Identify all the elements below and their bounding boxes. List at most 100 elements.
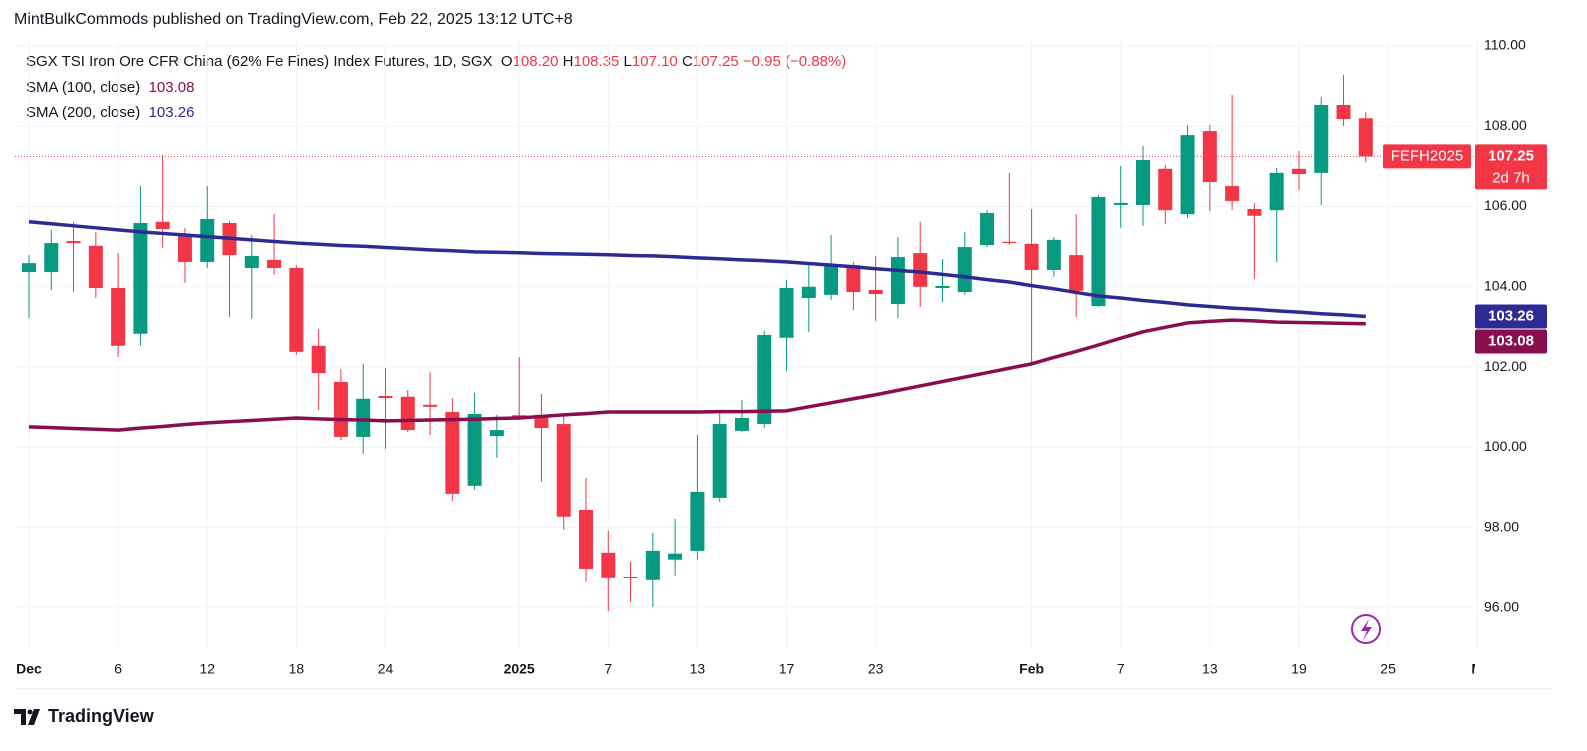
x-tick-label: M xyxy=(1471,661,1483,677)
candle-body xyxy=(801,286,816,299)
candle-body xyxy=(267,259,282,268)
candle-body xyxy=(601,552,616,578)
price-badge xyxy=(1475,144,1547,190)
sma-badge xyxy=(1475,329,1547,354)
candle-body xyxy=(1336,105,1351,120)
candle-body xyxy=(400,396,415,431)
candle-body xyxy=(512,415,527,417)
candle-body xyxy=(1247,208,1262,216)
candle-body xyxy=(200,218,215,262)
ohlc-key: H xyxy=(562,53,574,70)
y-tick-label: 110.00 xyxy=(1484,37,1526,53)
sma-name: SMA (200, close) xyxy=(26,104,141,121)
countdown-label: 2d 7h xyxy=(1492,169,1530,186)
logo xyxy=(14,709,40,725)
legend-sma100: SMA (100, close) 103.08 xyxy=(26,79,194,96)
candle-body xyxy=(579,509,593,569)
candle-body xyxy=(289,267,304,352)
candle-body xyxy=(1024,243,1039,270)
candle-body xyxy=(378,395,393,398)
candle-body xyxy=(467,414,482,486)
candle-body xyxy=(1291,168,1306,175)
x-tick-label: 2025 xyxy=(504,661,535,677)
candle-body xyxy=(734,418,749,431)
replay-icon xyxy=(1351,614,1381,644)
x-tick-label: 17 xyxy=(779,661,795,677)
x-tick-label: 6 xyxy=(114,661,122,677)
candle-body xyxy=(1202,131,1217,183)
sma-badge-label: 103.08 xyxy=(1488,332,1534,349)
ohlc-value: 107.10 xyxy=(631,53,678,70)
x-tick-label: Dec xyxy=(16,661,42,677)
symbol-label: FEFH2025 xyxy=(1391,147,1464,164)
candle-body xyxy=(489,430,504,437)
candle-body xyxy=(757,334,772,425)
sma-value: 103.08 xyxy=(148,79,195,96)
x-tick-label: 19 xyxy=(1291,661,1307,677)
candle-body xyxy=(1269,172,1284,211)
candle-body xyxy=(779,288,794,338)
marks xyxy=(22,74,1373,612)
candle-body xyxy=(445,412,460,494)
y-tick-label: 98.00 xyxy=(1484,518,1519,534)
candle-body xyxy=(133,223,148,334)
y-tick-label: 102.00 xyxy=(1484,358,1527,374)
grid xyxy=(15,40,1478,650)
price-label: 107.25 xyxy=(1488,147,1534,164)
candle-body xyxy=(1091,196,1106,307)
x-tick-label: 23 xyxy=(868,661,884,677)
candle-body xyxy=(890,257,905,305)
brand: TradingView xyxy=(48,706,154,726)
ohlc-values: O108.20 H108.35 L107.10 C107.25 xyxy=(501,53,743,70)
axis: Dec 6 12 18 24 2025 7 13 17 23 Feb 7 13 19 25 M xyxy=(16,661,1483,677)
candle-body xyxy=(177,235,192,262)
candle-body xyxy=(846,265,861,293)
y-tick-label: 96.00 xyxy=(1484,599,1519,615)
candle-body xyxy=(1314,105,1329,173)
ohlc-key: L xyxy=(623,53,632,70)
candle-body xyxy=(645,550,660,580)
candle-body xyxy=(824,265,839,295)
legend-sma200: SMA (200, close) 103.26 xyxy=(26,104,194,121)
x-tick-label: 18 xyxy=(289,661,305,677)
ohlc-value: 107.25 xyxy=(692,53,739,70)
candle-body xyxy=(868,290,883,295)
candle-body xyxy=(333,381,348,437)
symbol-title: SGX TSI Iron Ore CFR China (62% Fe Fines… xyxy=(26,53,493,70)
x-tick-label: Feb xyxy=(1019,661,1044,677)
x-tick-label: 7 xyxy=(1117,661,1125,677)
x-tick-label: 13 xyxy=(1202,661,1218,677)
candle-body xyxy=(623,576,638,578)
sma-badge xyxy=(1475,304,1547,329)
ohlc-key: C xyxy=(681,53,693,70)
x-tick-label: 13 xyxy=(690,661,706,677)
x-tick-label: 25 xyxy=(1380,661,1396,677)
sma-badge-label: 103.26 xyxy=(1488,307,1534,324)
candle-body xyxy=(311,345,326,374)
candle-body xyxy=(66,241,81,244)
change: −0.95 (−0.88%) xyxy=(742,53,847,70)
x-tick-label: 12 xyxy=(199,661,215,677)
sma-line xyxy=(28,318,1366,432)
candle-body xyxy=(556,424,571,517)
legend-main: SGX TSI Iron Ore CFR China (62% Fe Fines… xyxy=(26,53,846,70)
candle-body xyxy=(22,263,36,272)
candle-body xyxy=(690,491,705,551)
candle-body xyxy=(1046,239,1061,270)
sma-value: 103.26 xyxy=(148,104,195,121)
ohlc-value: 108.20 xyxy=(512,53,559,70)
candle-body xyxy=(356,398,371,437)
y-tick-label: 106.00 xyxy=(1484,197,1527,213)
candle-body xyxy=(1136,159,1150,205)
sma-line xyxy=(28,220,1366,319)
candle-body xyxy=(957,247,972,293)
candle-body xyxy=(913,253,928,287)
candle-body xyxy=(423,404,438,407)
ohlc-key: O xyxy=(500,53,513,70)
candle-body xyxy=(1158,168,1173,211)
publish-info: MintBulkCommods published on TradingView… xyxy=(14,11,573,28)
y-tick-label: 108.00 xyxy=(1484,117,1527,133)
candle-body xyxy=(668,553,683,560)
